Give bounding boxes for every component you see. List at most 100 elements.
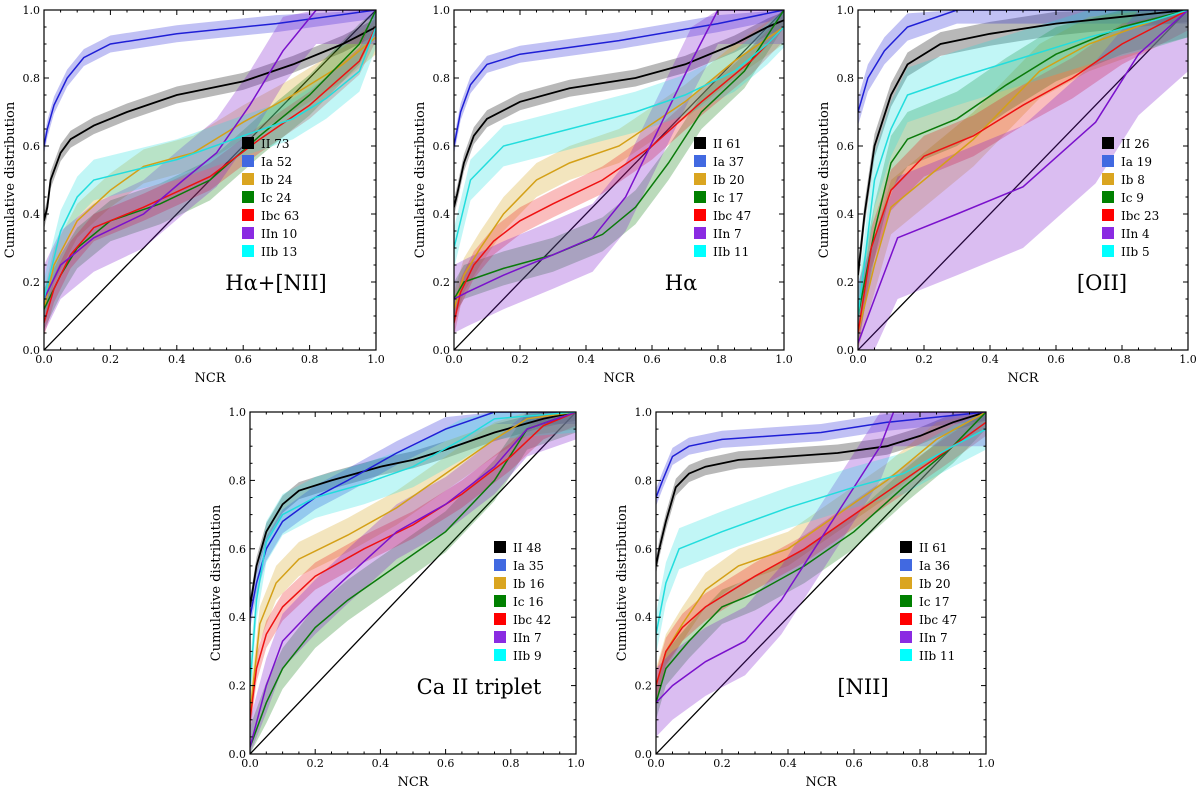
series-line-ib	[858, 10, 1188, 334]
confidence-band-ia	[44, 10, 376, 155]
legend-label: Ic 17	[919, 595, 950, 609]
confidence-band-ib	[656, 412, 986, 703]
legend-swatch-ii	[900, 541, 912, 553]
y-tick-label: 0.2	[229, 680, 247, 693]
series-line-ibc	[44, 26, 376, 324]
confidence-band-iin	[656, 412, 986, 737]
x-tick-label: 0.0	[241, 757, 259, 770]
legend-swatch-ibc	[242, 209, 254, 221]
legend-swatch-ii	[242, 137, 254, 149]
legend-swatch-iin	[1102, 227, 1114, 239]
series-line-iib	[250, 412, 576, 686]
series-line-ib	[44, 36, 376, 310]
x-tick-label: 0.8	[911, 757, 929, 770]
confidence-band-ii	[656, 412, 986, 575]
legend-label: Ia 19	[1121, 155, 1152, 169]
y-tick-label: 0.0	[635, 748, 653, 761]
legend-swatch-iib	[900, 649, 912, 661]
legend-swatch-ibc	[694, 209, 706, 221]
y-tick-label: 0.0	[23, 344, 41, 357]
legend-label: IIb 11	[713, 245, 749, 259]
y-tick-label: 0.0	[837, 344, 855, 357]
y-tick-label: 0.6	[433, 140, 451, 153]
chart-panel-2: 0.0 0.2 0.4 0.6 0.8 1.0 0.0 0.2 0.4 0.6 0.8 1.0 NCR C…	[413, 4, 793, 386]
series-line-ii	[44, 26, 376, 222]
series-line-ibc	[454, 26, 784, 323]
x-axis-label: NCR	[397, 775, 429, 790]
x-axis-label: NCR	[194, 371, 226, 386]
legend-label: Ia 35	[513, 559, 544, 573]
legend-label: Ibc 42	[513, 613, 551, 627]
confidence-band-ii	[44, 18, 376, 230]
series-line-ic	[454, 10, 784, 300]
y-tick-label: 0.6	[229, 543, 247, 556]
legend-label: Ia 36	[919, 559, 950, 573]
y-tick-label: 1.0	[229, 406, 247, 419]
legend-swatch-iib	[494, 649, 506, 661]
confidence-band-ib	[44, 20, 376, 327]
y-tick-label: 0.2	[433, 276, 451, 289]
legend-label: Ib 20	[713, 173, 745, 187]
legend-swatch-ia	[242, 155, 254, 167]
legend-label: Ib 24	[261, 173, 293, 187]
legend-label: IIn 4	[1121, 227, 1150, 241]
legend-label: IIn 7	[919, 631, 948, 645]
series-line-ic	[44, 10, 376, 310]
series-line-ibc	[656, 421, 986, 686]
y-tick-label: 0.0	[229, 748, 247, 761]
x-tick-label: 0.0	[445, 353, 463, 366]
y-tick-label: 0.8	[837, 72, 855, 85]
x-tick-label: 0.0	[647, 757, 665, 770]
reference-diagonal-line	[656, 412, 986, 754]
legend-swatch-ib	[1102, 173, 1114, 185]
x-tick-label: 0.0	[849, 353, 867, 366]
panel-title: Ca II triplet	[417, 675, 542, 699]
y-tick-label: 0.4	[23, 208, 41, 221]
y-tick-label: 1.0	[635, 406, 653, 419]
y-axis-label: Cumulative distribution	[817, 101, 832, 258]
y-tick-label: 0.4	[229, 611, 247, 624]
y-axis-label: Cumulative distribution	[615, 504, 630, 661]
legend-label: IIn 7	[513, 631, 542, 645]
x-tick-label: 0.2	[713, 757, 731, 770]
series-line-iin	[656, 412, 986, 704]
legend-label: IIb 11	[919, 649, 955, 663]
series-line-ibc	[858, 10, 1188, 334]
series-line-ia	[44, 10, 376, 147]
chart-panel-4: 0.0 0.2 0.4 0.6 0.8 1.0 0.0 0.2 0.4 0.6 0.8 1.0 NCR C…	[209, 406, 585, 790]
legend-label: IIb 9	[513, 649, 542, 663]
series-line-iib	[44, 26, 376, 300]
confidence-band-ibc	[44, 13, 376, 337]
chart-panel-3: 0.0 0.2 0.4 0.6 0.8 1.0 0.0 0.2 0.4 0.6 0.8 1.0 NCR C…	[817, 4, 1197, 386]
confidence-band-ia	[454, 10, 784, 155]
legend-label: Ic 9	[1121, 191, 1144, 205]
series-line-ia	[858, 10, 1188, 113]
series-line-iin	[858, 10, 1188, 344]
reference-diagonal-line	[454, 10, 784, 350]
legend-label: Ia 52	[261, 155, 292, 169]
y-tick-label: 0.8	[23, 72, 41, 85]
x-tick-label: 1.0	[977, 757, 995, 770]
x-tick-label: 0.4	[981, 353, 999, 366]
confidence-band-ibc	[858, 10, 1188, 350]
chart-panel-5: 0.0 0.2 0.4 0.6 0.8 1.0 0.0 0.2 0.4 0.6 0.8 1.0 NCR C…	[615, 406, 995, 790]
legend-swatch-ia	[494, 559, 506, 571]
legend-swatch-iib	[694, 245, 706, 257]
legend-label: Ib 16	[513, 577, 545, 591]
x-tick-label: 0.4	[168, 353, 186, 366]
legend-swatch-ii	[1102, 137, 1114, 149]
legend-swatch-ic	[900, 595, 912, 607]
series-line-ii	[656, 412, 986, 567]
confidence-band-ibc	[656, 412, 986, 700]
series-line-iib	[656, 428, 986, 635]
x-tick-label: 1.0	[367, 353, 385, 366]
legend-swatch-iin	[242, 227, 254, 239]
legend-swatch-ia	[694, 155, 706, 167]
series-line-ib	[250, 412, 576, 714]
legend-label: Ic 16	[513, 595, 544, 609]
x-axis-label: NCR	[1007, 371, 1039, 386]
chart-panel-1: 0.0 0.2 0.4 0.6 0.8 1.0 0.0 0.2 0.4 0.6 0.8 1.0 NCR C…	[3, 4, 385, 386]
y-axis-label: Cumulative distribution	[413, 101, 428, 258]
confidence-band-ibc	[454, 13, 784, 337]
series-line-ibc	[250, 412, 576, 720]
